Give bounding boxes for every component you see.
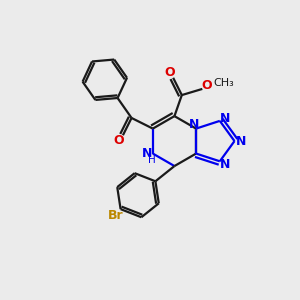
Text: CH₃: CH₃ <box>213 78 234 88</box>
Text: H: H <box>148 155 155 165</box>
Text: N: N <box>236 135 246 148</box>
Text: N: N <box>142 147 153 160</box>
Text: N: N <box>220 158 230 171</box>
Text: O: O <box>164 66 175 79</box>
Text: N: N <box>188 118 199 130</box>
Text: Br: Br <box>107 209 123 222</box>
Text: N: N <box>220 112 230 125</box>
Text: O: O <box>202 79 212 92</box>
Text: O: O <box>113 134 124 147</box>
